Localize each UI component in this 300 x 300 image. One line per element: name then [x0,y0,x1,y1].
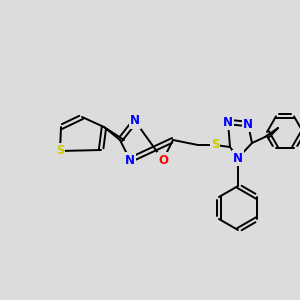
Text: N: N [125,154,135,166]
Text: S: S [211,139,219,152]
Text: N: N [233,152,243,164]
Text: S: S [56,145,64,158]
Text: O: O [158,154,168,166]
Text: N: N [130,115,140,128]
Text: N: N [243,118,253,130]
Text: N: N [223,116,233,128]
